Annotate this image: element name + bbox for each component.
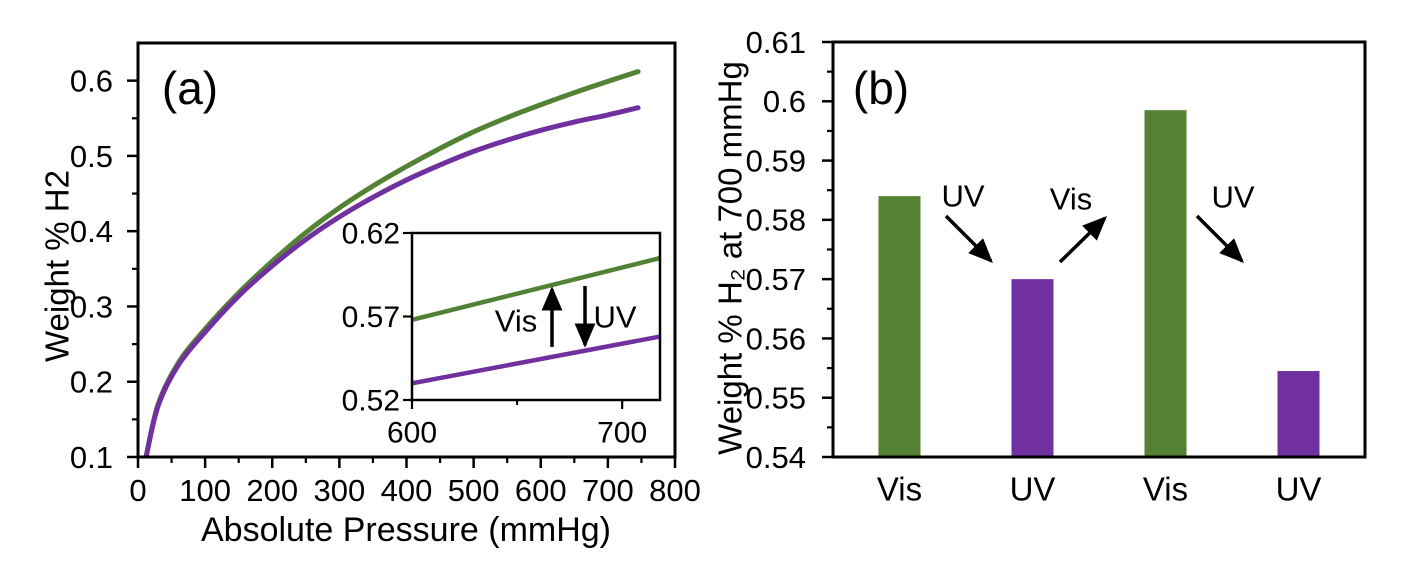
inset-vis-annotation-label: Vis <box>494 303 538 339</box>
inset-x-axis-ticks: 600 700 <box>387 400 647 450</box>
panel-a-y-axis-ticks: 0.1 0.2 0.3 0.4 0.5 0.6 <box>70 63 138 475</box>
panel-b-annotation-vis: Vis <box>1049 181 1093 217</box>
panel-a-plot-box <box>136 41 677 459</box>
y-tick-label: 0.52 <box>342 385 400 418</box>
x-tick-label: 200 <box>246 473 298 508</box>
inset-y-axis-ticks: 0.52 0.57 0.62 <box>342 218 412 418</box>
panel-b-y-axis-minor-ticks <box>827 70 833 429</box>
panel-a-letter: (a) <box>161 62 219 114</box>
x-tick-label: 600 <box>387 417 437 450</box>
inset-vis-line <box>411 255 661 323</box>
panel-a-x-axis-ticks: 0 100 200 300 400 500 600 700 800 <box>129 457 701 508</box>
y-tick-label: 0.57 <box>746 262 806 297</box>
x-tick-label: 0 <box>129 473 146 508</box>
bar-category-label: Vis <box>877 471 922 508</box>
inset-uv-annotation-label: UV <box>593 299 637 335</box>
y-tick-label: 0.61 <box>746 25 806 60</box>
bar-vis-3 <box>1144 110 1187 457</box>
y-tick-label: 0.5 <box>70 139 113 174</box>
panel-a-x-axis-title: Absolute Pressure (mmHg) <box>200 511 612 549</box>
bar-vis-1 <box>878 196 921 457</box>
x-tick-label: 400 <box>381 473 433 508</box>
uv-decrease-arrow-1 <box>944 214 993 263</box>
x-tick-label: 300 <box>314 473 366 508</box>
y-tick-label: 0.6 <box>70 63 113 98</box>
y-tick-label: 0.62 <box>342 218 400 251</box>
y-tick-label: 0.2 <box>70 365 113 400</box>
y-tick-label: 0.6 <box>763 84 806 119</box>
y-tick-label: 0.3 <box>70 289 113 324</box>
y-tick-label: 0.56 <box>746 321 806 356</box>
y-tick-label: 0.57 <box>342 301 400 334</box>
y-tick-label: 0.59 <box>746 143 806 178</box>
y-tick-label: 0.4 <box>70 214 113 249</box>
x-tick-label: 700 <box>597 417 647 450</box>
panel-b-annotation-uv-1: UV <box>941 178 985 214</box>
x-tick-label: 600 <box>515 473 567 508</box>
x-tick-label: 800 <box>649 473 701 508</box>
y-tick-label: 0.1 <box>70 440 113 475</box>
y-tick-label: 0.54 <box>746 440 806 475</box>
panel-a-y-axis-minor-ticks <box>132 117 138 421</box>
uv-isotherm-curve <box>143 105 641 457</box>
bar-uv-4 <box>1277 371 1320 457</box>
bar-uv-2 <box>1011 279 1054 457</box>
x-tick-label: 100 <box>179 473 231 508</box>
x-tick-label: 700 <box>582 473 634 508</box>
x-tick-label: 500 <box>448 473 500 508</box>
panel-a-curves <box>143 69 641 457</box>
panel-b-letter: (b) <box>852 62 910 114</box>
inset-uv-line <box>411 334 661 386</box>
y-tick-label: 0.55 <box>746 381 806 416</box>
bar-category-label: Vis <box>1143 471 1188 508</box>
bar-category-label: UV <box>1276 471 1322 508</box>
panel-b-y-axis-ticks: 0.54 0.55 0.56 0.57 0.58 0.59 0.6 0.61 <box>746 25 833 475</box>
bar-category-label: UV <box>1010 471 1056 508</box>
panel-a-x-axis-minor-ticks <box>170 457 643 463</box>
uv-decrease-arrow-2 <box>1195 214 1244 263</box>
panel-b-annotation-uv-2: UV <box>1211 179 1255 215</box>
panel-a-y-axis-title: Weight % H2 <box>38 170 76 362</box>
panel-b-y-axis-title: Weight % H₂ at 700 mmHg <box>711 61 749 455</box>
vis-increase-arrow <box>1058 216 1108 264</box>
y-tick-label: 0.58 <box>746 203 806 238</box>
